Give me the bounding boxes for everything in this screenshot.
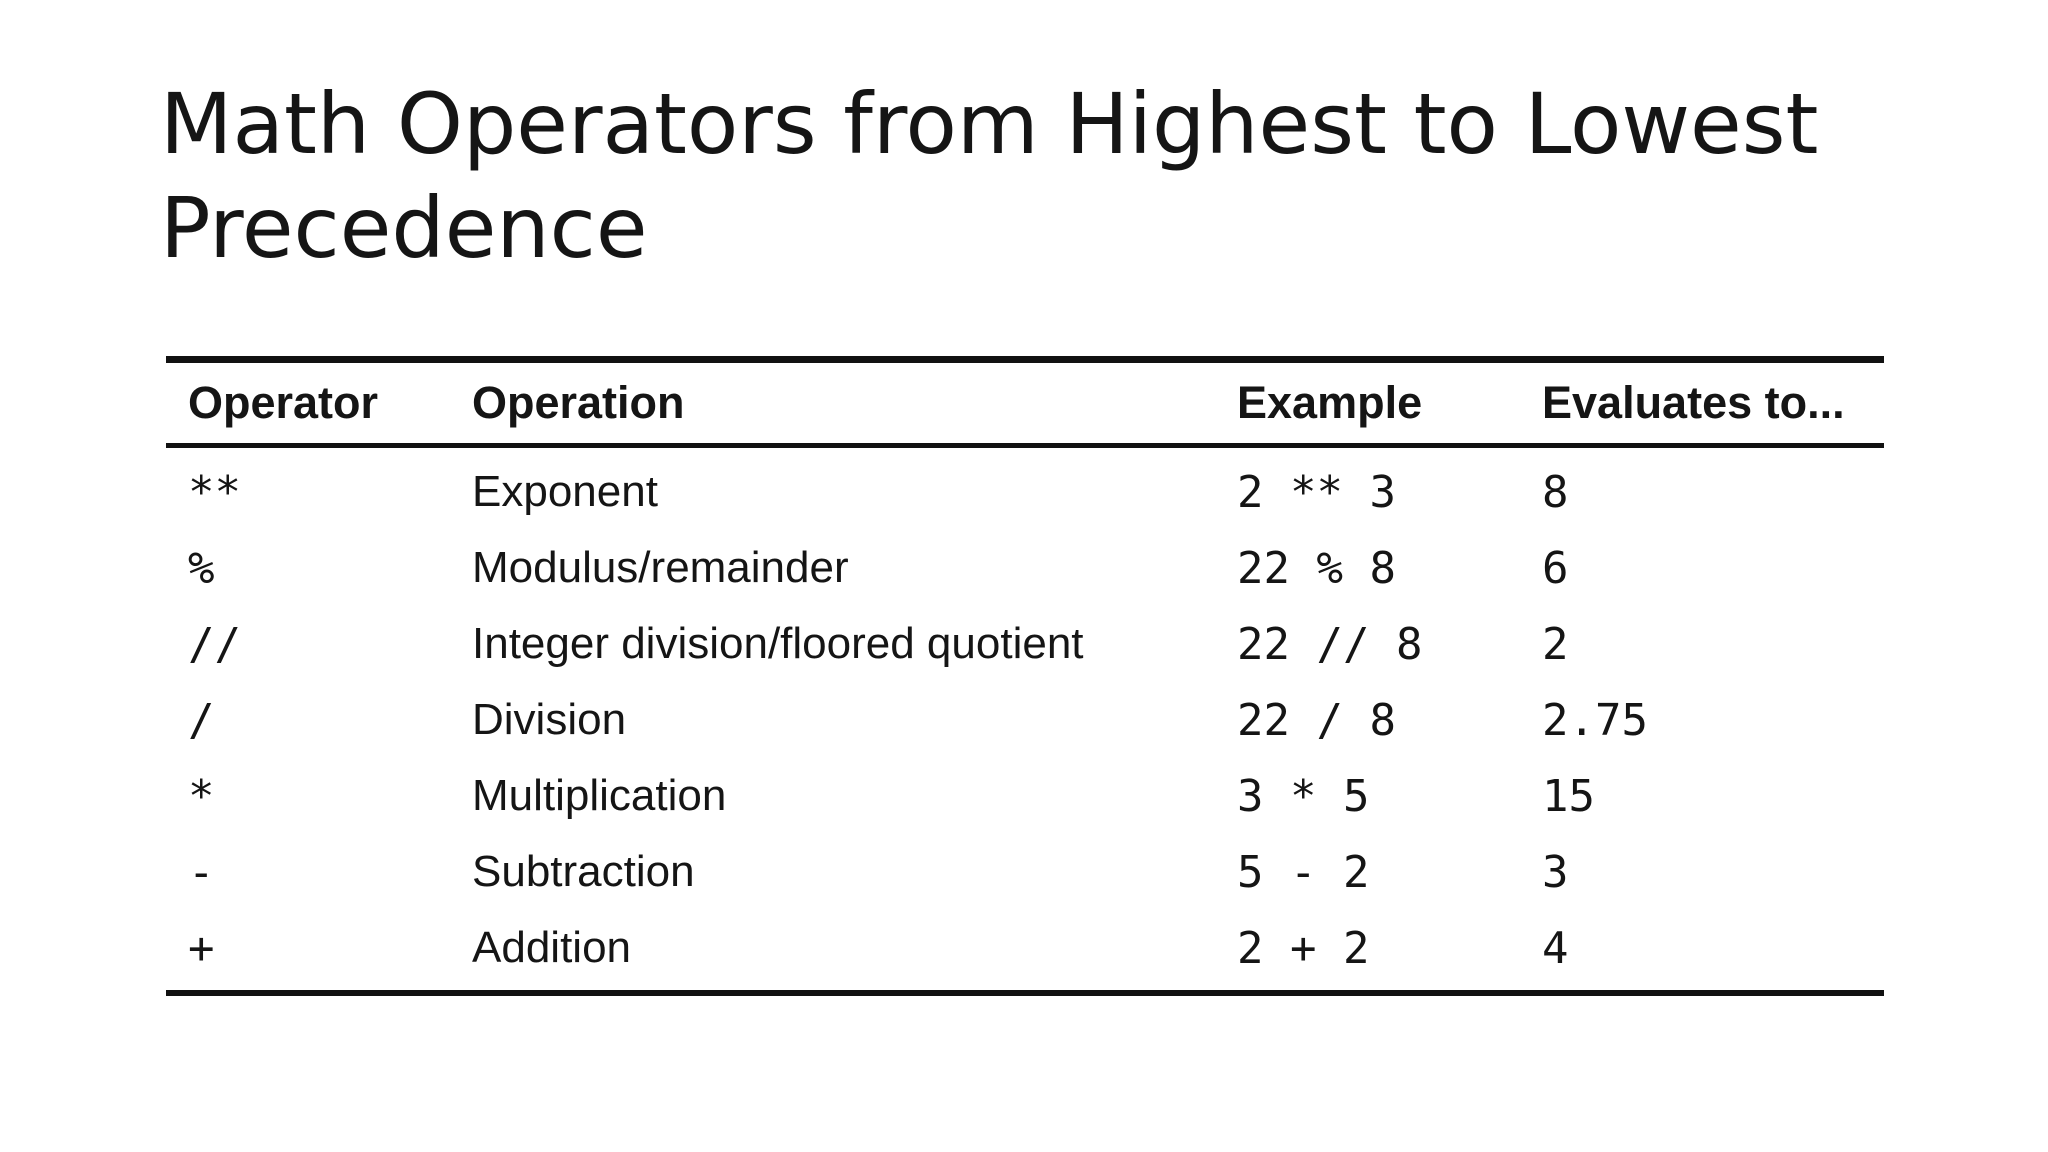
operator-cell: // <box>188 618 241 670</box>
operator-cell: - <box>188 846 215 898</box>
operator-cell: % <box>188 542 215 594</box>
example-cell: 2 ** 3 <box>1237 466 1396 518</box>
example-cell: 5 - 2 <box>1237 846 1370 898</box>
result-cell: 8 <box>1542 466 1569 518</box>
table-row: ** Exponent 2 ** 3 8 <box>166 446 1884 531</box>
result-cell: 15 <box>1542 770 1595 822</box>
result-cell: 2.75 <box>1542 694 1648 746</box>
example-cell: 3 * 5 <box>1237 770 1370 822</box>
result-cell: 2 <box>1542 618 1569 670</box>
operator-cell: ** <box>188 466 241 518</box>
table-row: * Multiplication 3 * 5 15 <box>166 758 1884 834</box>
slide-title: Math Operators from Highest to Lowest Pr… <box>160 75 1819 277</box>
operator-cell: / <box>188 694 215 746</box>
operation-cell: Integer division/floored quotient <box>472 619 1084 668</box>
operation-cell: Addition <box>472 923 632 972</box>
header-operator: Operator <box>166 359 450 448</box>
result-cell: 3 <box>1542 846 1569 898</box>
result-cell: 4 <box>1542 922 1569 974</box>
table-row: - Subtraction 5 - 2 3 <box>166 834 1884 910</box>
header-example: Example <box>1215 359 1520 448</box>
example-cell: 22 % 8 <box>1237 542 1396 594</box>
operator-cell: * <box>188 770 215 822</box>
operator-cell: + <box>188 922 215 974</box>
operator-precedence-table: Operator Operation Example Evaluates to.… <box>166 356 1884 996</box>
result-cell: 6 <box>1542 542 1569 594</box>
table-row: + Addition 2 + 2 4 <box>166 910 1884 993</box>
table-row: / Division 22 / 8 2.75 <box>166 682 1884 758</box>
table-row: // Integer division/floored quotient 22 … <box>166 606 1884 682</box>
operation-cell: Modulus/remainder <box>472 543 849 592</box>
table-body: ** Exponent 2 ** 3 8 % Modulus/remainder… <box>166 446 1884 994</box>
table-header: Operator Operation Example Evaluates to.… <box>166 359 1884 448</box>
example-cell: 22 // 8 <box>1237 618 1423 670</box>
example-cell: 22 / 8 <box>1237 694 1396 746</box>
header-operation: Operation <box>450 359 1215 448</box>
header-evaluates-to: Evaluates to... <box>1520 359 1884 448</box>
example-cell: 2 + 2 <box>1237 922 1370 974</box>
operation-cell: Subtraction <box>472 847 695 896</box>
table-row: % Modulus/remainder 22 % 8 6 <box>166 530 1884 606</box>
operation-cell: Multiplication <box>472 771 727 820</box>
operation-cell: Exponent <box>472 467 658 516</box>
operation-cell: Division <box>472 695 627 744</box>
header-row: Operator Operation Example Evaluates to.… <box>166 359 1884 448</box>
